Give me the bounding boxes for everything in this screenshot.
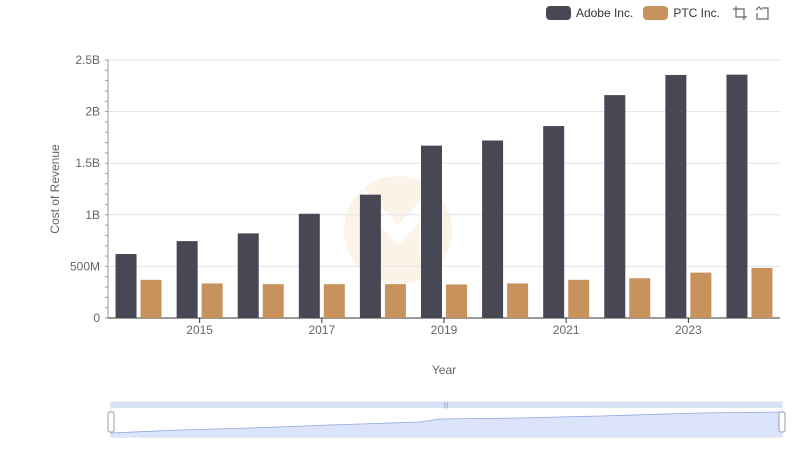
zoom-handle-right[interactable] bbox=[778, 411, 786, 433]
bar-adobe-2015[interactable] bbox=[176, 241, 198, 318]
x-tick-label: 2021 bbox=[553, 323, 580, 337]
y-axis-title: Cost of Revenue bbox=[48, 144, 62, 234]
slider-grip-icon[interactable]: ||| bbox=[444, 403, 449, 409]
x-tick-label: 2023 bbox=[675, 323, 702, 337]
zoom-slider-top-bar[interactable] bbox=[111, 402, 782, 408]
zoom-handle-left[interactable] bbox=[107, 411, 115, 433]
bar-adobe-2020[interactable] bbox=[482, 140, 504, 318]
bar-ptc-2023[interactable] bbox=[690, 272, 712, 318]
bar-ptc-2024[interactable] bbox=[751, 267, 773, 318]
bar-series bbox=[115, 74, 773, 319]
legend-swatch-ptc bbox=[643, 6, 669, 20]
legend: Adobe Inc. PTC Inc. bbox=[545, 4, 770, 22]
bar-ptc-2016[interactable] bbox=[262, 284, 284, 318]
bar-adobe-2017[interactable] bbox=[298, 213, 320, 318]
y-axis: 0 500M 1B 1.5B 2B 2.5B bbox=[70, 53, 109, 325]
bar-adobe-2014[interactable] bbox=[115, 254, 137, 318]
zoom-preview-area bbox=[111, 412, 782, 437]
data-zoom-slider[interactable]: ||| bbox=[107, 401, 786, 438]
x-tick-label: 2017 bbox=[308, 323, 335, 337]
restore-icon[interactable] bbox=[754, 5, 770, 21]
y-tick-label: 1.5B bbox=[75, 156, 100, 170]
bar-ptc-2022[interactable] bbox=[629, 278, 651, 318]
y-tick-label: 500M bbox=[70, 259, 100, 273]
bar-ptc-2020[interactable] bbox=[507, 283, 529, 318]
y-tick-label: 1B bbox=[85, 208, 100, 222]
legend-item-adobe[interactable]: Adobe Inc. bbox=[545, 6, 634, 20]
bar-adobe-2022[interactable] bbox=[604, 95, 626, 318]
x-tick-label: 2019 bbox=[431, 323, 458, 337]
bar-adobe-2018[interactable] bbox=[359, 194, 381, 318]
bar-adobe-2024[interactable] bbox=[726, 74, 748, 318]
y-tick-label: 2B bbox=[85, 105, 100, 119]
bar-adobe-2016[interactable] bbox=[237, 233, 259, 318]
legend-label-adobe: Adobe Inc. bbox=[575, 6, 634, 20]
toolbox bbox=[732, 5, 770, 21]
y-tick-label: 0 bbox=[93, 311, 100, 325]
x-tick-label: 2015 bbox=[186, 323, 213, 337]
x-axis: 2015 2017 2019 2021 2023 bbox=[108, 317, 780, 337]
bar-ptc-2014[interactable] bbox=[140, 279, 162, 318]
bar-adobe-2023[interactable] bbox=[665, 74, 687, 319]
zoom-icon[interactable] bbox=[732, 5, 748, 21]
bar-ptc-2021[interactable] bbox=[568, 279, 590, 318]
x-axis-title: Year bbox=[432, 363, 456, 377]
legend-swatch-adobe bbox=[545, 6, 571, 20]
zoom-preview-line bbox=[110, 411, 783, 434]
legend-label-ptc: PTC Inc. bbox=[673, 6, 720, 20]
legend-item-ptc[interactable]: PTC Inc. bbox=[643, 6, 720, 20]
bar-ptc-2015[interactable] bbox=[201, 283, 223, 318]
bar-adobe-2021[interactable] bbox=[543, 126, 565, 318]
bar-ptc-2018[interactable] bbox=[384, 284, 406, 318]
y-tick-label: 2.5B bbox=[75, 53, 100, 67]
bar-adobe-2019[interactable] bbox=[421, 145, 442, 318]
bar-ptc-2017[interactable] bbox=[323, 284, 345, 318]
bar-ptc-2019[interactable] bbox=[446, 284, 467, 318]
